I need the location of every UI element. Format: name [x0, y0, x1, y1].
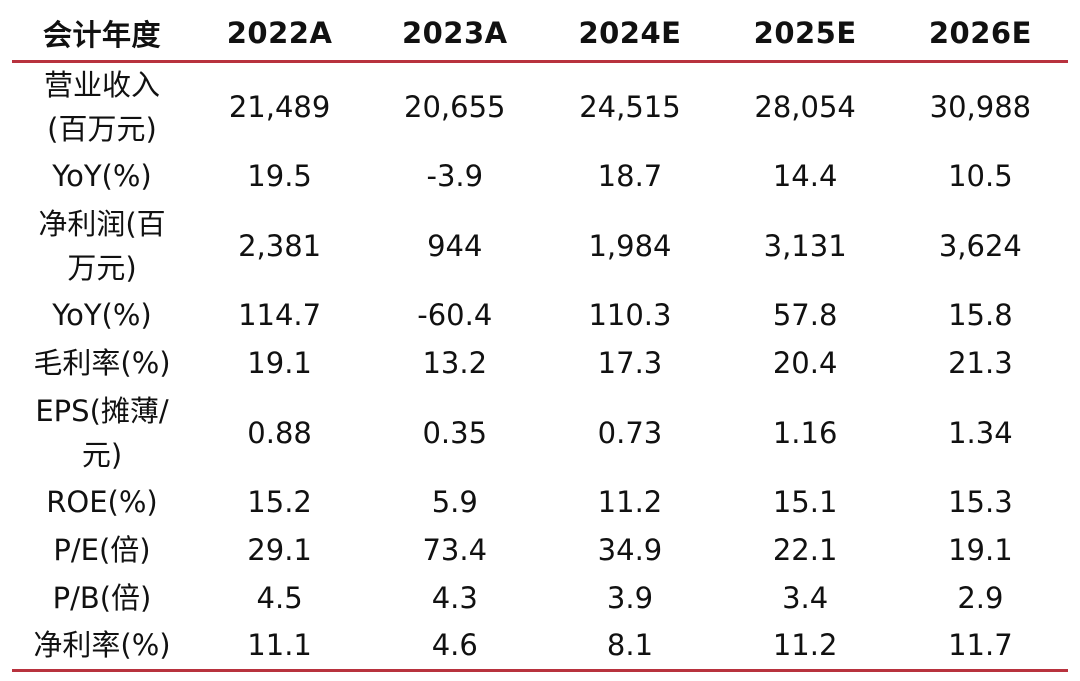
table-cell: 19.1	[948, 533, 1013, 567]
table-cell: 1.16	[772, 415, 838, 450]
table-cell: 2,381	[238, 228, 322, 263]
row-label: 营业收入 (百万元)	[43, 68, 160, 147]
table-header-row: 会计年度 2022A 2023A 2024E 2025E 2026E	[12, 6, 1068, 61]
table-cell: 1,984	[588, 228, 672, 263]
table-cell: 11.2	[772, 628, 838, 663]
table-cell: 14.4	[772, 159, 838, 193]
table-cell: 11.2	[597, 485, 663, 519]
table-cell: 21,489	[228, 90, 331, 125]
table-cell: 17.3	[597, 346, 663, 380]
table-cell: 13.2	[422, 346, 488, 380]
row-label: ROE(%)	[46, 485, 158, 519]
table-row-pb: P/B(倍) 4.5 4.3 3.9 3.4 2.9	[12, 574, 1068, 622]
table-cell: 1.34	[948, 415, 1013, 450]
table-cell: 0.73	[597, 415, 663, 450]
table-cell: 0.88	[247, 415, 312, 450]
row-label: YoY(%)	[52, 159, 152, 193]
header-cell-2024e: 2024E	[578, 15, 682, 50]
table-cell: 57.8	[772, 298, 838, 332]
header-cell-fiscal-year: 会计年度	[42, 17, 161, 52]
table-cell: 3,131	[763, 228, 847, 263]
table-cell: 30,988	[929, 90, 1032, 125]
table-cell: 21.3	[948, 346, 1013, 380]
table-cell: 24,515	[579, 90, 681, 125]
row-label: EPS(摊薄/ 元)	[35, 393, 169, 472]
header-cell-2026e: 2026E	[928, 15, 1032, 50]
table-row-net-margin: 净利率(%) 11.1 4.6 8.1 11.2 11.7	[12, 622, 1068, 670]
table-cell: 29.1	[247, 533, 312, 567]
table-cell: 11.1	[247, 628, 312, 663]
table-cell: 15.2	[247, 485, 312, 519]
table-row-net-profit-yoy: YoY(%) 114.7 -60.4 110.3 57.8 15.8	[12, 291, 1068, 339]
table-row-roe: ROE(%) 15.2 5.9 11.2 15.1 15.3	[12, 478, 1068, 526]
table-cell: 11.7	[948, 628, 1013, 663]
table-cell: 10.5	[948, 159, 1013, 193]
table-row-eps: EPS(摊薄/ 元) 0.88 0.35 0.73 1.16 1.34	[12, 387, 1068, 478]
table-cell: 4.5	[256, 581, 303, 615]
table-cell: 5.9	[431, 485, 478, 519]
row-label: P/B(倍)	[52, 581, 152, 615]
table-cell: 3,624	[938, 228, 1022, 263]
header-cell-2022a: 2022A	[226, 15, 333, 50]
table-row-gross-margin: 毛利率(%) 19.1 13.2 17.3 20.4 21.3	[12, 339, 1068, 387]
row-label: 净利润(百 万元)	[38, 206, 166, 285]
header-cell-2025e: 2025E	[753, 15, 857, 50]
table-row-revenue: 营业收入 (百万元) 21,489 20,655 24,515 28,054 3…	[12, 61, 1068, 152]
table-cell: 20.4	[772, 346, 838, 380]
table-cell: 18.7	[597, 159, 663, 193]
header-cell-2023a: 2023A	[401, 15, 508, 50]
table-cell: 8.1	[606, 628, 654, 663]
row-label: 毛利率(%)	[33, 346, 171, 380]
table-cell: 28,054	[754, 90, 856, 125]
table-cell: 4.3	[431, 581, 478, 615]
row-label: P/E(倍)	[53, 533, 151, 567]
table-cell: 15.8	[948, 298, 1013, 332]
table-row-pe: P/E(倍) 29.1 73.4 34.9 22.1 19.1	[12, 526, 1068, 574]
table-cell: 19.1	[247, 346, 312, 380]
table-cell: 944	[427, 228, 483, 263]
table-cell: -60.4	[417, 298, 493, 332]
table-cell: 4.6	[431, 628, 478, 663]
table-cell: -3.9	[426, 159, 484, 193]
table-cell: 34.9	[597, 533, 663, 567]
table-cell: 22.1	[772, 533, 838, 567]
financial-forecast-table: 会计年度 2022A 2023A 2024E 2025E 2026E 营业收入 …	[12, 6, 1068, 672]
table-cell: 73.4	[422, 533, 488, 567]
table-cell: 110.3	[588, 298, 672, 332]
table-cell: 114.7	[238, 298, 322, 332]
table-cell: 15.3	[948, 485, 1013, 519]
table-row-revenue-yoy: YoY(%) 19.5 -3.9 18.7 14.4 10.5	[12, 152, 1068, 200]
table-cell: 20,655	[404, 90, 506, 125]
table-cell: 19.5	[247, 159, 312, 193]
table-cell: 15.1	[772, 485, 838, 519]
row-label: YoY(%)	[52, 298, 152, 332]
table-row-net-profit: 净利润(百 万元) 2,381 944 1,984 3,131 3,624	[12, 200, 1068, 291]
table-cell: 3.9	[606, 581, 654, 615]
table-cell: 2.9	[957, 581, 1004, 615]
table-cell: 0.35	[422, 415, 488, 450]
row-label: 净利率(%)	[33, 628, 171, 663]
table-cell: 3.4	[782, 581, 829, 615]
